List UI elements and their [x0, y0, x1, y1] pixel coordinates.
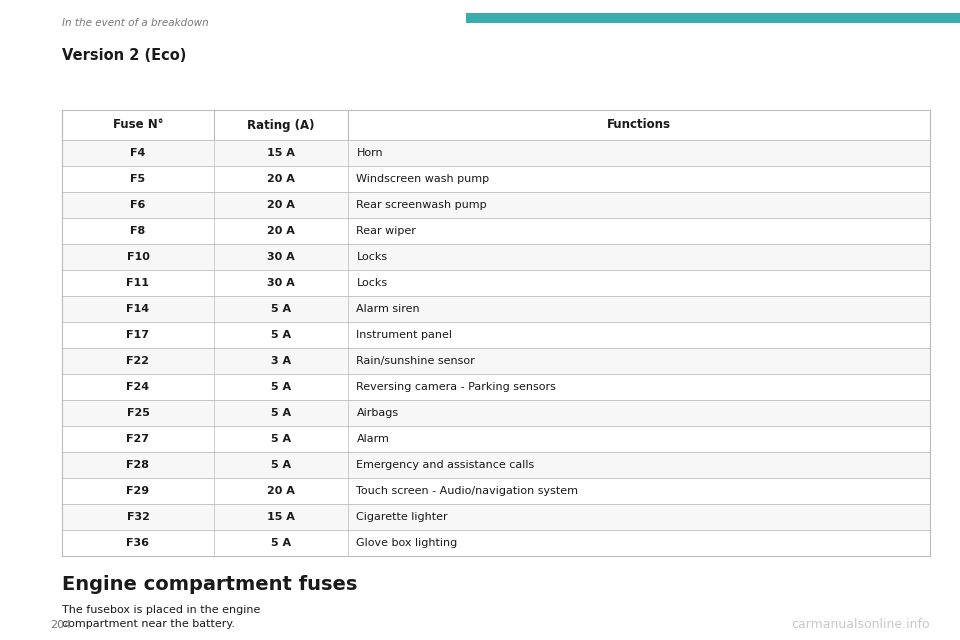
Bar — [62, 530, 930, 556]
Text: Rear wiper: Rear wiper — [356, 226, 417, 236]
Text: Version 2 (Eco): Version 2 (Eco) — [62, 49, 186, 63]
Bar — [62, 244, 930, 270]
Text: 20 A: 20 A — [267, 174, 295, 184]
Text: Horn: Horn — [356, 148, 383, 158]
Text: Windscreen wash pump: Windscreen wash pump — [356, 174, 490, 184]
Text: Cigarette lighter: Cigarette lighter — [356, 512, 448, 522]
Text: Emergency and assistance calls: Emergency and assistance calls — [356, 460, 535, 470]
Text: Touch screen - Audio/navigation system: Touch screen - Audio/navigation system — [356, 486, 579, 496]
Text: Functions: Functions — [608, 118, 671, 131]
Text: Alarm siren: Alarm siren — [356, 304, 420, 314]
Text: F25: F25 — [127, 408, 150, 418]
Text: F24: F24 — [127, 382, 150, 392]
Bar — [62, 348, 930, 374]
Text: 5 A: 5 A — [271, 304, 291, 314]
Text: F17: F17 — [127, 330, 150, 340]
Bar — [62, 452, 930, 478]
Bar — [62, 192, 930, 218]
Text: Reversing camera - Parking sensors: Reversing camera - Parking sensors — [356, 382, 556, 392]
Text: 30 A: 30 A — [267, 278, 295, 288]
Text: F5: F5 — [131, 174, 146, 184]
Bar — [62, 110, 930, 140]
Text: Alarm: Alarm — [356, 434, 390, 444]
Text: 5 A: 5 A — [271, 408, 291, 418]
Text: Engine compartment fuses: Engine compartment fuses — [62, 575, 357, 593]
Text: F36: F36 — [127, 538, 150, 548]
Text: 30 A: 30 A — [267, 252, 295, 262]
Bar — [62, 166, 930, 192]
Text: 5 A: 5 A — [271, 382, 291, 392]
Text: F28: F28 — [127, 460, 150, 470]
Text: 20 A: 20 A — [267, 486, 295, 496]
Bar — [62, 478, 930, 504]
Text: Rating (A): Rating (A) — [248, 118, 315, 131]
Bar — [466, 13, 960, 23]
Bar — [62, 504, 930, 530]
Text: F29: F29 — [127, 486, 150, 496]
Text: carmanualsonline.info: carmanualsonline.info — [791, 618, 930, 632]
Text: Rain/sunshine sensor: Rain/sunshine sensor — [356, 356, 475, 366]
Text: 3 A: 3 A — [271, 356, 291, 366]
Text: F22: F22 — [127, 356, 150, 366]
Bar — [62, 296, 930, 322]
Text: 5 A: 5 A — [271, 330, 291, 340]
Bar — [62, 374, 930, 400]
Text: F11: F11 — [127, 278, 150, 288]
Text: Fuse N°: Fuse N° — [112, 118, 163, 131]
Text: 20 A: 20 A — [267, 200, 295, 210]
Text: Locks: Locks — [356, 252, 388, 262]
Text: F27: F27 — [127, 434, 150, 444]
Bar — [62, 322, 930, 348]
Text: F8: F8 — [131, 226, 146, 236]
Text: Locks: Locks — [356, 278, 388, 288]
Bar — [62, 270, 930, 296]
Text: compartment near the battery.: compartment near the battery. — [62, 619, 235, 629]
Text: 5 A: 5 A — [271, 460, 291, 470]
Text: In the event of a breakdown: In the event of a breakdown — [62, 18, 208, 28]
Bar — [62, 400, 930, 426]
Text: Rear screenwash pump: Rear screenwash pump — [356, 200, 487, 210]
Text: 20 A: 20 A — [267, 226, 295, 236]
Text: F4: F4 — [131, 148, 146, 158]
Text: Airbags: Airbags — [356, 408, 398, 418]
Text: 15 A: 15 A — [267, 512, 295, 522]
Text: F14: F14 — [127, 304, 150, 314]
Text: 5 A: 5 A — [271, 434, 291, 444]
Text: 15 A: 15 A — [267, 148, 295, 158]
Text: 204: 204 — [50, 620, 71, 630]
Text: Instrument panel: Instrument panel — [356, 330, 452, 340]
Bar — [62, 140, 930, 166]
Text: F32: F32 — [127, 512, 150, 522]
Text: The fusebox is placed in the engine: The fusebox is placed in the engine — [62, 605, 260, 615]
Text: F6: F6 — [131, 200, 146, 210]
Bar — [62, 426, 930, 452]
Text: F10: F10 — [127, 252, 150, 262]
Text: 5 A: 5 A — [271, 538, 291, 548]
Bar — [62, 218, 930, 244]
Text: Glove box lighting: Glove box lighting — [356, 538, 458, 548]
